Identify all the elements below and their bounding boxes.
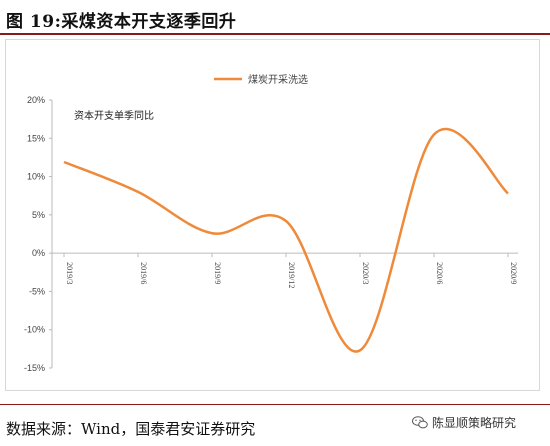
watermark: 陈显顺策略研究 [412,414,516,431]
x-tick-label: 2019/3 [65,262,74,284]
y-tick-label: 20% [27,95,45,105]
x-tick-label: 2019/6 [139,262,148,284]
y-tick-label: 15% [27,133,45,143]
wechat-icon [412,416,428,429]
x-tick-label: 2019/9 [213,262,222,284]
series-group [63,127,509,353]
x-tick-label: 2020/3 [361,262,370,284]
watermark-text: 陈显顺策略研究 [432,416,517,430]
x-tick-label: 2019/12 [287,262,296,288]
bottom-rule [0,404,550,405]
y-tick-label: 0% [32,248,45,258]
legend: 煤炭开采洗选 [214,73,308,86]
y-tick-label: -15% [24,363,45,373]
series-line [63,127,509,353]
title-rule [0,33,550,35]
y-axis: 20% 15% 10% 5% 0% -5% -10% -15% [24,95,53,373]
legend-label: 煤炭开采洗选 [248,73,308,86]
y-tick-label: -5% [29,286,45,296]
x-tick-label: 2020/9 [509,262,518,284]
source-note: 数据来源：Wind，国泰君安证券研究 [6,420,256,438]
x-tick-label: 2020/6 [435,262,444,284]
x-axis: 2019/3 2019/6 2019/9 2019/12 2020/3 2020/6 202… [52,252,518,288]
y-tick-label: 10% [27,172,45,182]
chart-annotation: 资本开支单季同比 [74,109,154,122]
y-tick-label: -10% [24,325,45,335]
chart-frame [5,39,540,391]
y-tick-label: 5% [32,210,45,220]
figure-title: 图 19:采煤资本开支逐季回升 [6,12,237,32]
